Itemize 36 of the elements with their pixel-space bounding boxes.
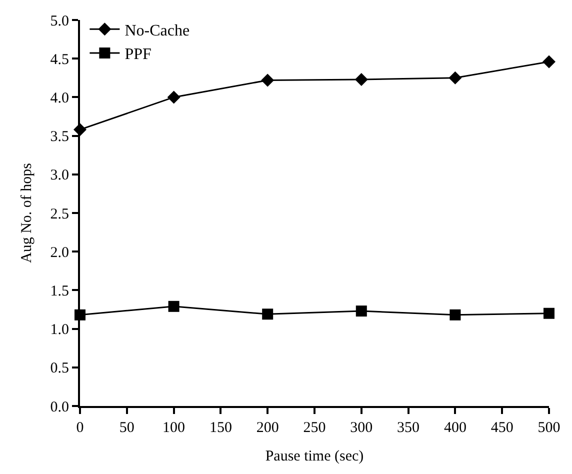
point — [167, 90, 180, 104]
x-tick-label: 250 — [303, 420, 326, 436]
point — [450, 309, 461, 320]
x-tick-label: 500 — [538, 420, 560, 436]
point — [354, 72, 368, 86]
y-tick-label: 0.0 — [50, 399, 69, 416]
y-tick-label: 3.0 — [50, 168, 69, 184]
y-tick-label: 4.0 — [50, 90, 69, 106]
y-tick-label: 4.5 — [50, 52, 69, 68]
point — [356, 306, 367, 317]
x-tick-label: 200 — [256, 420, 279, 436]
y-tick-label: 2.5 — [50, 206, 69, 222]
y-tick-label: 5.0 — [50, 13, 69, 30]
point — [262, 308, 274, 320]
point — [168, 300, 180, 312]
x-tick-label: 100 — [162, 420, 186, 436]
point — [448, 71, 462, 84]
y-tick-label: 1.5 — [50, 283, 69, 300]
y-tick-label: 1.0 — [50, 322, 69, 338]
point — [542, 55, 556, 68]
x-tick-label: 300 — [350, 420, 373, 436]
x-tick-label: 50 — [119, 420, 134, 436]
legend-label: No-Cache — [124, 22, 190, 40]
x-tick-label: 150 — [209, 420, 232, 436]
x-axis-title: Pause time (sec) — [265, 448, 364, 464]
point — [544, 308, 554, 319]
legend-label: PPF — [124, 46, 152, 64]
y-tick-label: 0.5 — [50, 360, 69, 377]
x-tick-label: 0 — [76, 420, 84, 436]
y-tick-label: 2.0 — [50, 244, 69, 261]
x-tick-label: 350 — [397, 420, 420, 436]
x-tick-label: 450 — [490, 420, 514, 436]
y-axis-title: Aug No. of hops — [19, 162, 35, 263]
point — [261, 74, 274, 87]
y-tick-label: 3.5 — [50, 129, 69, 146]
x-tick-label: 400 — [444, 420, 466, 436]
